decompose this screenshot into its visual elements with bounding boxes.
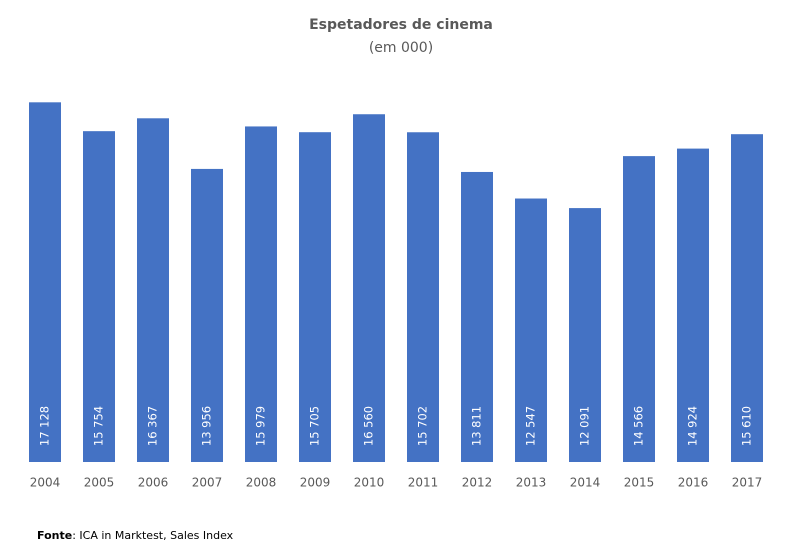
x-tick-label: 2007: [192, 476, 223, 490]
bar: [623, 156, 655, 462]
value-label: 15 702: [416, 406, 430, 446]
value-label: 14 924: [686, 406, 700, 446]
x-tick-label: 2009: [300, 476, 331, 490]
source: Fonte: ICA in Marktest, Sales Index: [37, 529, 234, 542]
x-tick-label: 2004: [30, 476, 61, 490]
bar: [353, 114, 385, 463]
value-label: 16 367: [146, 406, 160, 446]
x-tick-label: 2012: [462, 476, 493, 490]
value-label: 17 128: [38, 406, 52, 446]
bar: [245, 126, 277, 462]
bar: [677, 148, 709, 462]
x-tick-label: 2017: [732, 476, 763, 490]
bar: [731, 134, 763, 462]
bar: [407, 132, 439, 462]
bar: [461, 171, 493, 462]
value-label: 12 091: [578, 406, 592, 446]
source-text: : ICA in Marktest, Sales Index: [72, 529, 233, 542]
x-tick-label: 2005: [84, 476, 115, 490]
chart-title: Espetadores de cinema: [309, 17, 493, 33]
x-tick-label: 2016: [678, 476, 709, 490]
value-label: 15 754: [92, 406, 106, 446]
bar: [83, 131, 115, 462]
source-label: Fonte: [37, 529, 72, 542]
value-label: 16 560: [362, 406, 376, 446]
value-label: 13 956: [200, 406, 214, 446]
bar: [569, 208, 601, 462]
x-tick-label: 2011: [408, 476, 439, 490]
bar: [191, 168, 223, 462]
value-label: 13 811: [470, 406, 484, 446]
value-label: 15 705: [308, 406, 322, 446]
x-tick-label: 2015: [624, 476, 655, 490]
x-tick-label: 2008: [246, 476, 277, 490]
x-tick-label: 2014: [570, 476, 601, 490]
value-label: 14 566: [632, 406, 646, 446]
bar: [137, 118, 169, 462]
chart-subtitle: (em 000): [369, 40, 433, 56]
x-tick-label: 2006: [138, 476, 169, 490]
x-tick-label: 2013: [516, 476, 547, 490]
value-label: 15 610: [740, 406, 754, 446]
value-label: 15 979: [254, 406, 268, 446]
value-label: 12 547: [524, 406, 538, 446]
bar: [515, 198, 547, 462]
bar: [299, 132, 331, 462]
bar: [29, 102, 61, 462]
x-tick-label: 2010: [354, 476, 385, 490]
